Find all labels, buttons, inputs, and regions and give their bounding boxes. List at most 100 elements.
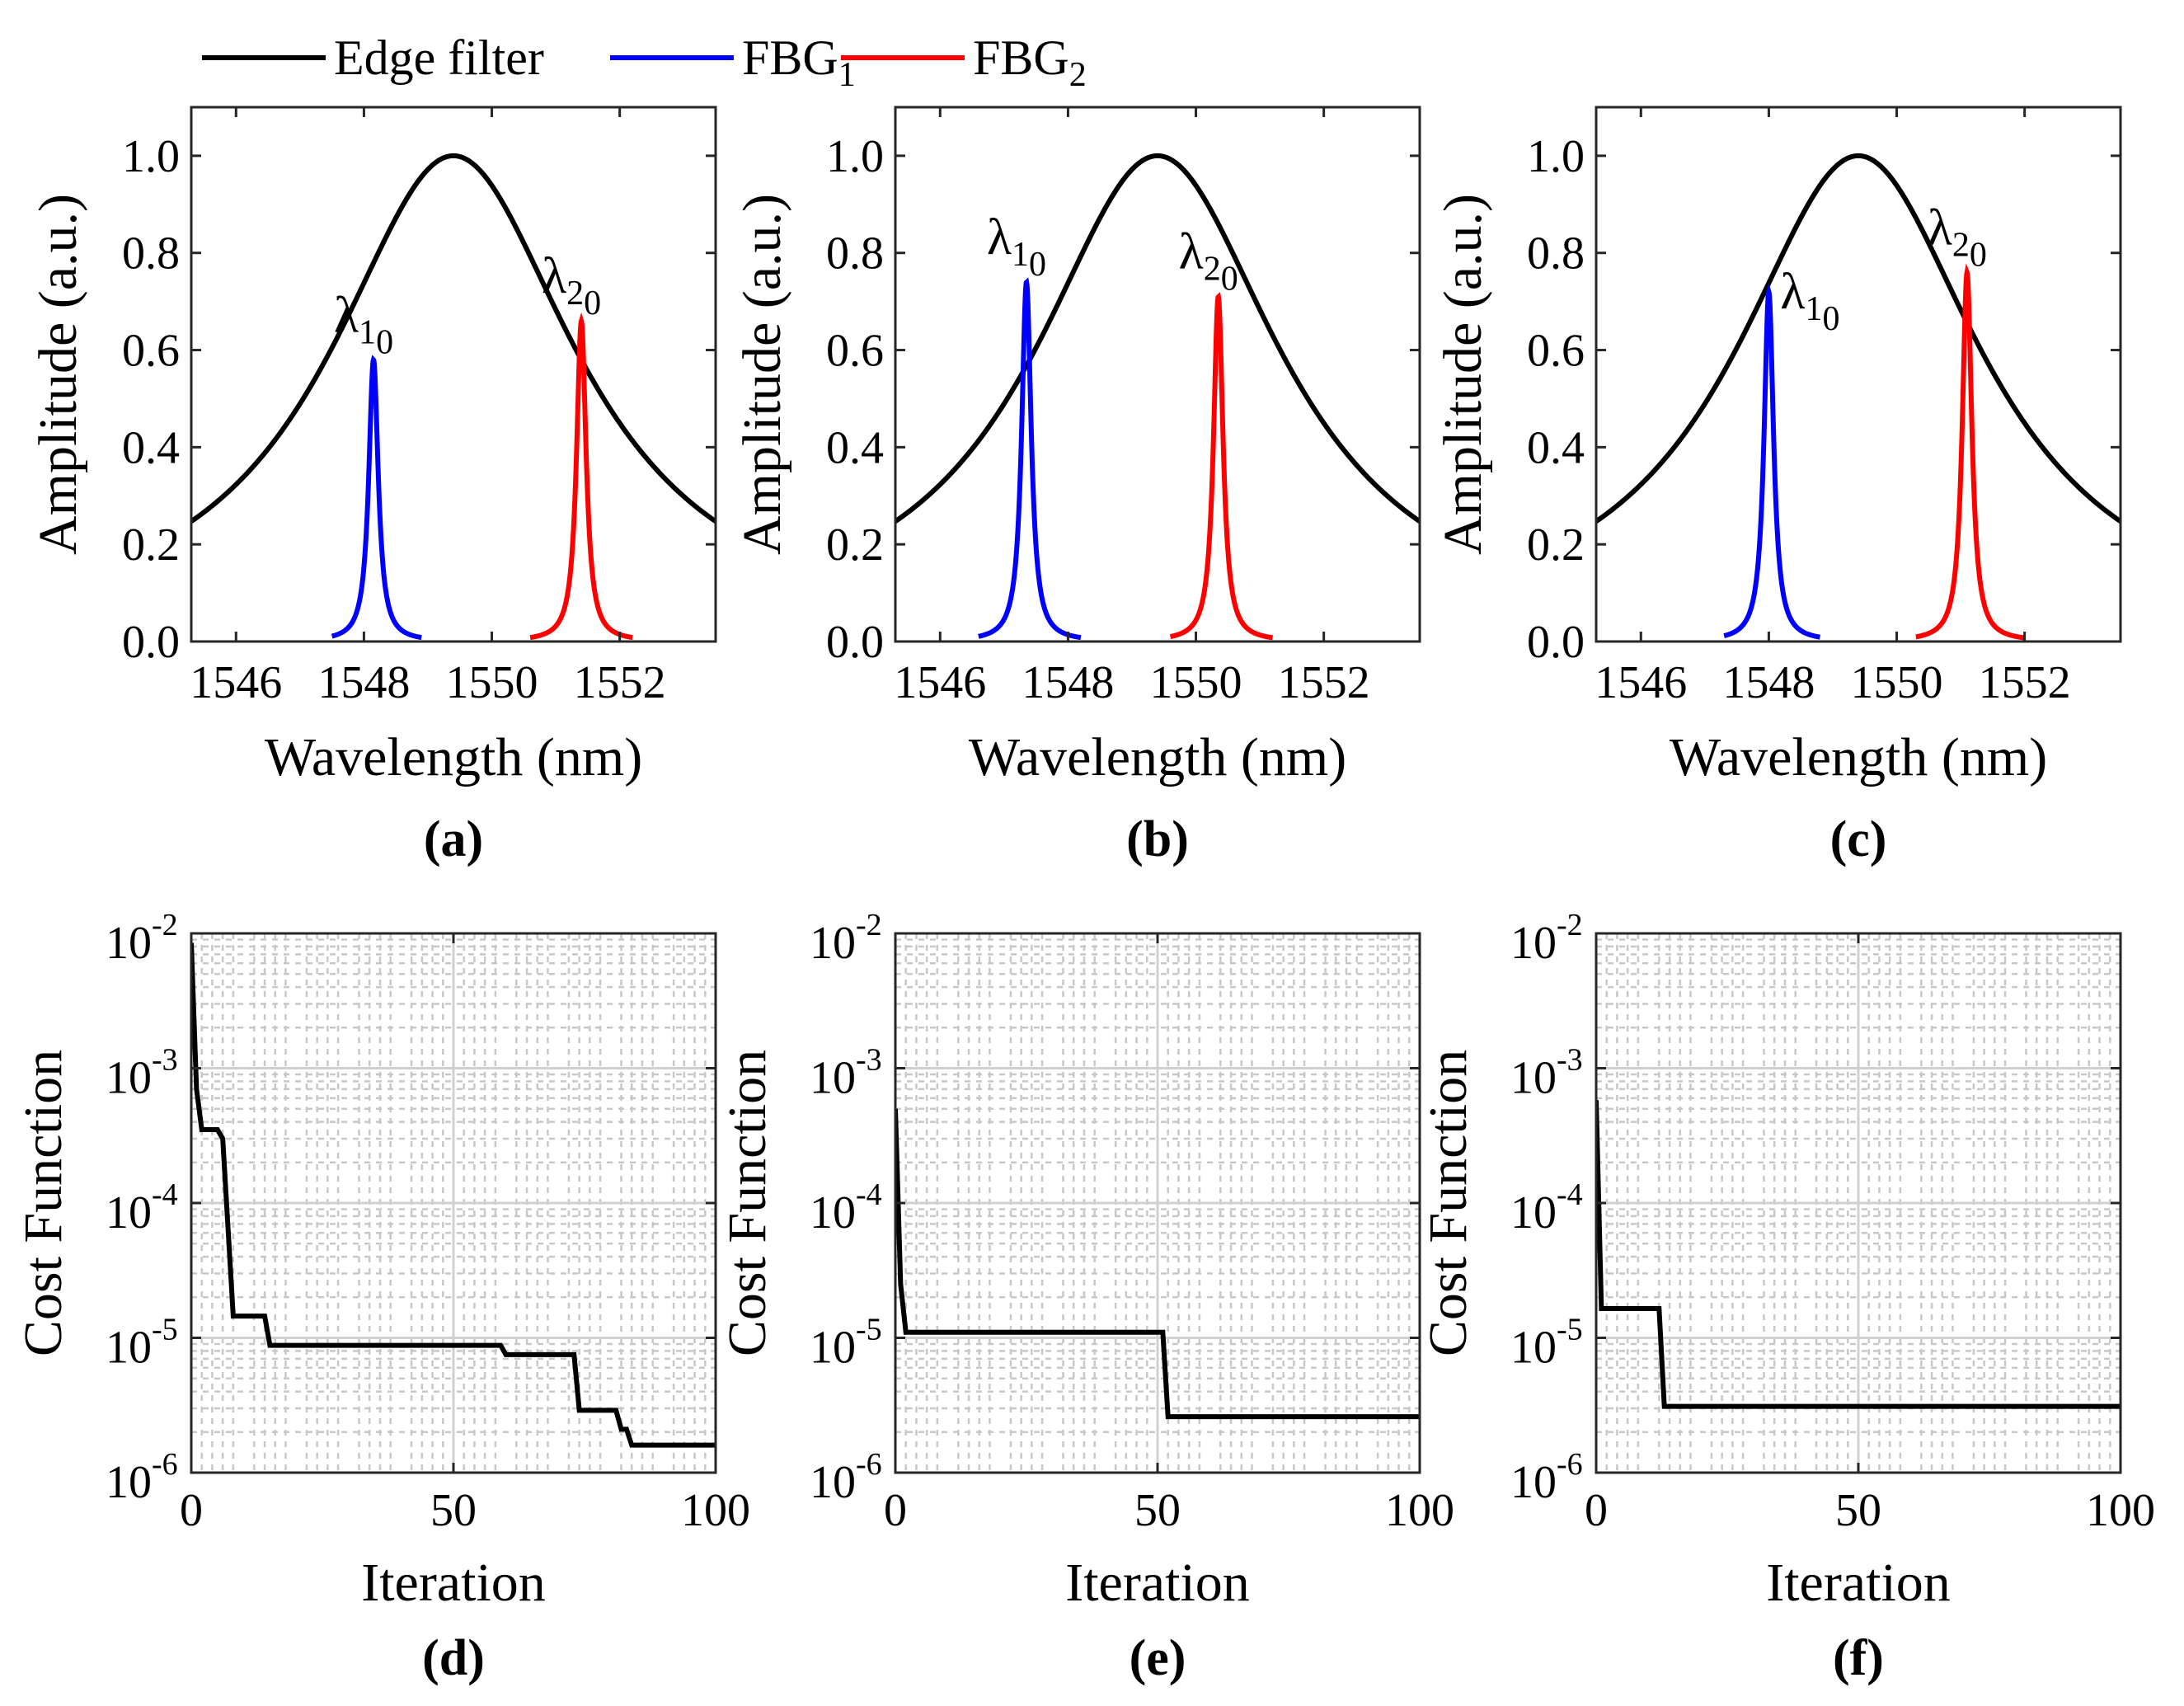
x-tick-label: 1548: [317, 657, 410, 708]
x-tick-label: 1548: [1722, 657, 1815, 708]
fbg2-line: [1915, 263, 2026, 641]
series-group: [1596, 1100, 2121, 1409]
series-group: [895, 1108, 1420, 1420]
peak-label-subsub: 0: [1970, 236, 1987, 274]
tick-exponent: -2: [1557, 908, 1583, 942]
peak-label-fbg2: λ20: [1179, 224, 1238, 298]
y-tick-label: 10-3: [810, 1043, 882, 1104]
panel-caption: (a): [424, 811, 483, 867]
y-tick-label: 10-5: [1510, 1313, 1583, 1374]
tick-exponent: -4: [856, 1177, 882, 1212]
y-tick-label: 0.6: [826, 326, 884, 377]
peak-label-fbg2: λ20: [542, 248, 601, 322]
y-tick-label: 1.0: [826, 131, 884, 182]
x-tick-label: 1546: [894, 657, 986, 708]
tick-base: 10: [810, 1187, 856, 1238]
panel-caption: (c): [1830, 811, 1887, 867]
tick-base: 10: [810, 918, 856, 969]
peak-label-lambda: λ: [334, 287, 359, 343]
y-tick-label: 10-6: [810, 1447, 882, 1508]
tick-base: 10: [1510, 918, 1557, 969]
y-tick-label: 10-3: [106, 1043, 178, 1104]
y-tick-label: 0.2: [1527, 519, 1585, 571]
x-tick-label: 50: [1835, 1485, 1881, 1536]
legend-label-3: FBG2: [973, 31, 1087, 94]
y-tick-label: 0.6: [122, 326, 180, 377]
x-axis-label: Iteration: [1065, 1553, 1250, 1613]
y-tick-label: 0.4: [1527, 422, 1585, 473]
y-tick-label: 0.0: [826, 617, 884, 668]
series-group: [895, 153, 1420, 641]
legend: Edge filter FBG1 FBG2: [202, 31, 1087, 94]
x-tick-label: 1546: [1595, 657, 1687, 708]
legend-subscript: 1: [838, 56, 856, 94]
peak-label-fbg1: λ10: [987, 209, 1046, 284]
y-axis-label: Amplitude (a.u.): [1433, 194, 1493, 555]
tick-exponent: -5: [856, 1313, 882, 1347]
tick-base: 10: [1510, 1187, 1557, 1238]
tick-base: 10: [106, 1457, 152, 1508]
peak-label-subsub: 0: [584, 284, 601, 322]
tick-base: 10: [810, 1053, 856, 1104]
panel-b: 1546 1548 1550 1552 0.0 0.2 0.4 0.6 0.8 1.0 Wavele…: [732, 106, 1421, 867]
peak-label-subsub: 0: [376, 323, 393, 361]
y-tick-label: 0.4: [122, 422, 180, 473]
y-tick-label: 10-5: [106, 1313, 178, 1374]
tick-exponent: -3: [1557, 1043, 1583, 1078]
cost-line: [895, 1108, 1420, 1420]
peak-label-lambda: λ: [1928, 200, 1952, 256]
x-tick-label: 1550: [1150, 657, 1242, 708]
tick-base: 10: [810, 1457, 856, 1508]
peak-label-sub: 2: [1952, 226, 1970, 264]
tick-exponent: -4: [152, 1177, 178, 1212]
series-group: [191, 942, 716, 1448]
peak-label-subsub: 0: [1221, 261, 1238, 298]
fbg1-line: [978, 277, 1082, 641]
y-tick-label: 1.0: [1527, 131, 1585, 182]
tick-exponent: -5: [152, 1313, 178, 1347]
y-axis-label: Amplitude (a.u.): [28, 194, 88, 555]
x-tick-label: 100: [681, 1485, 750, 1536]
edge-filter-line: [895, 153, 1420, 524]
cost-line: [191, 942, 716, 1448]
peak-label-lambda: λ: [542, 248, 566, 304]
grid: [894, 932, 1421, 1474]
y-tick-label: 10-6: [1510, 1447, 1583, 1508]
peak-label-sub: 2: [1204, 251, 1221, 289]
x-tick-label: 1546: [190, 657, 282, 708]
tick-base: 10: [810, 1323, 856, 1374]
panel-caption: (f): [1833, 1630, 1884, 1686]
y-tick-label: 10-4: [106, 1177, 178, 1238]
peak-label-subsub: 0: [1029, 246, 1046, 284]
cost-line: [1596, 1100, 2121, 1409]
y-axis-label: Amplitude (a.u.): [732, 194, 792, 555]
legend-text: Edge filter: [334, 31, 544, 85]
legend-text: FBG: [742, 31, 838, 85]
panel-f: 0 50 10010-610-510-410-310-2IterationCost …: [1418, 908, 2155, 1686]
x-tick-label: 1552: [1278, 657, 1370, 708]
y-tick-label: 0.4: [826, 422, 884, 473]
fbg2-line: [529, 312, 633, 641]
tick-exponent: -4: [1557, 1177, 1583, 1212]
peak-label-sub: 1: [1012, 236, 1029, 274]
y-tick-label: 10-2: [810, 908, 882, 969]
x-tick-label: 50: [1134, 1485, 1181, 1536]
axes-box: [894, 106, 1421, 643]
series-group: [191, 153, 716, 641]
peak-label-lambda: λ: [1179, 224, 1204, 280]
tick-base: 10: [106, 1053, 152, 1104]
tick-base: 10: [1510, 1323, 1557, 1374]
x-tick-label: 1552: [1979, 657, 2071, 708]
y-tick-label: 10-2: [1510, 908, 1583, 969]
tick-base: 10: [106, 1323, 152, 1374]
peak-label-sub: 1: [1805, 290, 1822, 328]
tick-exponent: -2: [152, 908, 178, 942]
legend-label-1: Edge filter: [334, 31, 544, 85]
tick-exponent: -5: [1557, 1313, 1583, 1347]
x-axis-label: Iteration: [1766, 1553, 1951, 1613]
legend-text: FBG: [973, 31, 1069, 85]
tick-base: 10: [1510, 1457, 1557, 1508]
x-tick-label: 1548: [1022, 657, 1114, 708]
panel-caption: (d): [422, 1630, 485, 1686]
panel-e: 0 50 10010-610-510-410-310-2IterationCost …: [717, 908, 1454, 1686]
